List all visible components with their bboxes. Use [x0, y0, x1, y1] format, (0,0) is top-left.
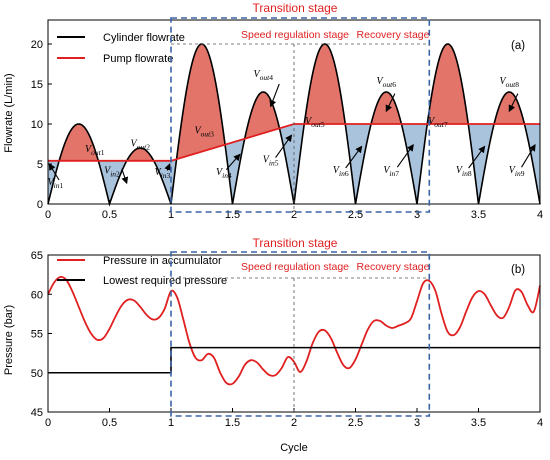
panel-a-xtick-label: 0 [45, 209, 51, 221]
volume-annotation-out4: Vout4 [254, 69, 274, 82]
annotation-arrow [164, 163, 171, 171]
panel-b-xtick-label: 2.5 [348, 417, 363, 429]
panel-b-tag: (b) [511, 264, 525, 276]
volume-annotation-in6: Vin6 [333, 165, 349, 178]
panel-a-ytick-label: 15 [31, 79, 43, 91]
panel-a-xtick-label: 3 [414, 209, 420, 221]
panel-b-ytick-label: 55 [31, 329, 43, 341]
annotation-arrow [508, 93, 519, 113]
speed-regulation-label-b: Speed regulation stage [241, 261, 349, 273]
volume-annotation-out1: Vout1 [85, 144, 105, 157]
panel-b-xtick-label: 0 [45, 417, 51, 429]
panel-a-xtick-label: 3.5 [471, 209, 486, 221]
panel-a-ytick-label: 0 [37, 199, 43, 211]
annotation-arrow [269, 83, 280, 108]
panel-a: 0 0.5 1 1.5 2 2.5 3 3.5 4 0 5 10 15 20 Vout1 Vout2 Vout… [3, 19, 543, 221]
panel-b-transition-box [170, 251, 431, 417]
volume-annotation-out2: Vout2 [131, 138, 151, 151]
panel-b-xtick-label: 1.5 [225, 417, 240, 429]
panel-b-xtick-label: 4 [537, 417, 543, 429]
volume-annotation-out8: Vout8 [500, 76, 520, 89]
volume-annotation-in1: Vin1 [48, 177, 64, 190]
series-pressure-accumulator [47, 276, 541, 386]
transition-title-b: Transition stage [253, 236, 338, 250]
transition-stage-overlay: Transition stage Speed regulation stage … [170, 1, 431, 417]
volume-annotation-out5: Vout5 [305, 116, 325, 129]
panel-b-ytick-label: 65 [31, 250, 43, 262]
panel-b: 0 0.5 1 1.5 2 2.5 3 3.5 4 45 50 55 60 65 Pressure (ba… [3, 250, 543, 454]
annotation-arrow [468, 145, 486, 169]
panel-b-xlabel: Cycle [280, 442, 308, 454]
volume-annotation-out6: Vout6 [377, 76, 397, 89]
panel-b-xtick-label: 1 [168, 417, 174, 429]
panel-a-ytick-label: 10 [31, 119, 43, 131]
annotation-arrow [121, 168, 129, 185]
panel-a-xtick-label: 1 [168, 209, 174, 221]
volume-annotation-in3: Vin3 [155, 167, 171, 180]
annotation-arrow [225, 153, 241, 170]
transition-title-a: Transition stage [253, 1, 338, 15]
volume-annotation-out7: Vout7 [428, 116, 448, 129]
panel-a-xtick-label: 2 [291, 209, 297, 221]
panel-a-transition-box [170, 17, 431, 213]
excess-flow-fill [59, 44, 525, 161]
legend-b-lowest-label: Lowest required pressure [103, 275, 227, 287]
panel-b-ytick-label: 60 [31, 289, 43, 301]
legend-b-pressure-label: Pressure in accumulator [103, 255, 222, 267]
volume-annotation-in4: Vin4 [216, 167, 232, 180]
panel-a-xtick-label: 2.5 [348, 209, 363, 221]
panel-a-xtick-label: 0.5 [102, 209, 117, 221]
annotation-arrow [275, 134, 293, 158]
annotation-arrow [385, 93, 396, 113]
recovery-label-b: Recovery stage [357, 261, 430, 273]
volume-annotation-in8: Vin8 [456, 165, 472, 178]
volume-annotation-in2: Vin2 [104, 166, 120, 179]
annotation-arrow [48, 163, 60, 181]
speed-regulation-label-a: Speed regulation stage [241, 29, 349, 41]
panel-b-ylabel: Pressure (bar) [3, 305, 15, 375]
panel-b-xtick-label: 3 [414, 417, 420, 429]
annotation-arrow [521, 143, 536, 168]
volume-annotation-in9: Vin9 [509, 165, 525, 178]
panel-a-xtick-label: 1.5 [225, 209, 240, 221]
panel-b-ytick-label: 50 [31, 368, 43, 380]
panel-a-ylabel: Flowrate (L/min) [3, 73, 15, 152]
recovery-label-a: Recovery stage [357, 29, 430, 41]
annotation-arrow [345, 145, 363, 169]
annotation-arrow [396, 143, 414, 168]
panel-b-xtick-label: 0.5 [102, 417, 117, 429]
panel-b-ytick-label: 45 [31, 407, 43, 419]
legend-a-pump-label: Pump flowrate [103, 53, 173, 65]
panel-b-xtick-label: 3.5 [471, 417, 486, 429]
panel-a-ytick-label: 20 [31, 39, 43, 51]
panel-b-xtick-label: 2 [291, 417, 297, 429]
series-pump-flowrate [48, 123, 540, 162]
volume-annotation-in7: Vin7 [383, 165, 399, 178]
panel-a-xtick-label: 4 [537, 209, 543, 221]
legend-a-cylinder-label: Cylinder flowrate [103, 32, 185, 44]
volume-annotation-in5: Vin5 [263, 154, 279, 167]
panel-a-ytick-label: 5 [37, 159, 43, 171]
volume-annotation-out3: Vout3 [194, 126, 214, 139]
series-lowest-required-pressure [48, 346, 540, 374]
panel-a-tag: (a) [511, 40, 525, 52]
